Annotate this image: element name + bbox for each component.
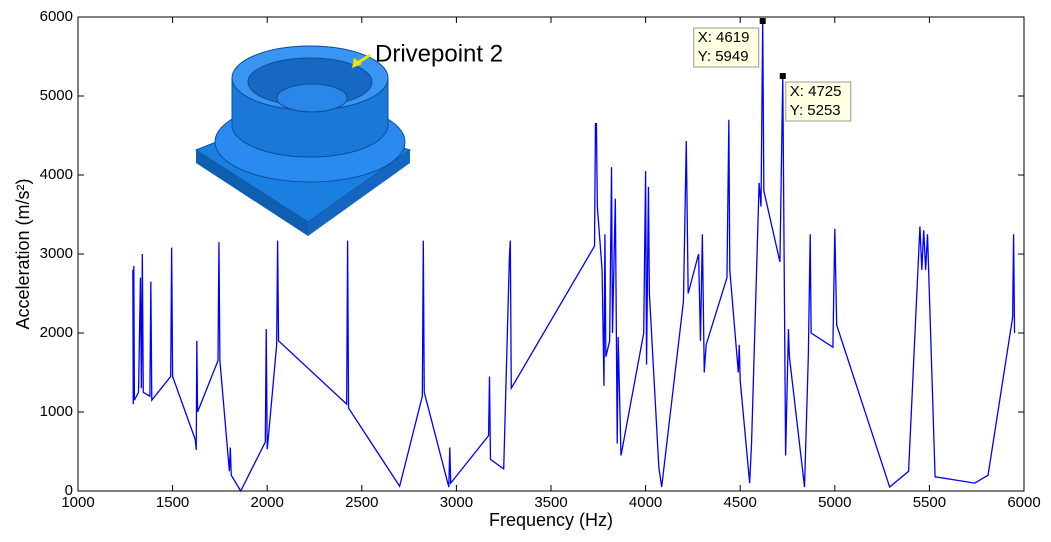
datatip: X: 4619 Y: 5949 xyxy=(693,18,766,68)
x-tick-label: 6000 xyxy=(1007,494,1040,511)
base-side xyxy=(308,150,410,236)
datatip-marker xyxy=(779,73,786,80)
x-tick-label: 5500 xyxy=(913,494,946,511)
datatip-y: Y: 5949 xyxy=(698,48,749,65)
y-tick-label: 5000 xyxy=(40,87,73,104)
y-axis-label: Acceleration (m/s²) xyxy=(13,178,33,329)
plot-area xyxy=(77,16,1025,492)
datatip-x: X: 4725 xyxy=(790,83,842,100)
x-tick-label: 3000 xyxy=(440,494,473,511)
x-tick-label: 4500 xyxy=(724,494,757,511)
y-tick-label: 1000 xyxy=(40,403,73,420)
y-tick-label: 3000 xyxy=(40,245,73,262)
x-tick-label: 4000 xyxy=(629,494,662,511)
y-tick-label: 6000 xyxy=(40,8,73,25)
inset-image: Drivepoint 2 xyxy=(194,40,503,236)
y-tick-label: 2000 xyxy=(40,324,73,341)
y-tick-label: 4000 xyxy=(40,166,73,183)
datatip-y: Y: 5253 xyxy=(790,102,841,119)
y-tick-label: 0 xyxy=(65,482,73,499)
datatip-box xyxy=(693,27,760,68)
datatip-x: X: 4619 xyxy=(698,29,750,46)
x-axis-label: Frequency (Hz) xyxy=(489,510,613,530)
base-side xyxy=(196,150,308,236)
x-tick-label: 5000 xyxy=(818,494,851,511)
arrow-head xyxy=(352,58,362,68)
data-line xyxy=(132,21,1016,493)
datatip-marker xyxy=(759,18,766,25)
datatip: X: 4725 Y: 5253 xyxy=(779,73,852,122)
x-tick-label: 1500 xyxy=(156,494,189,511)
inset-label: Drivepoint 2 xyxy=(375,40,503,67)
x-tick-label: 3500 xyxy=(534,494,567,511)
inner-ring xyxy=(276,83,348,113)
x-tick-label: 2500 xyxy=(345,494,378,511)
x-tick-label: 1000 xyxy=(61,494,94,511)
x-tick-label: 2000 xyxy=(251,494,284,511)
datatip-box xyxy=(785,81,852,122)
